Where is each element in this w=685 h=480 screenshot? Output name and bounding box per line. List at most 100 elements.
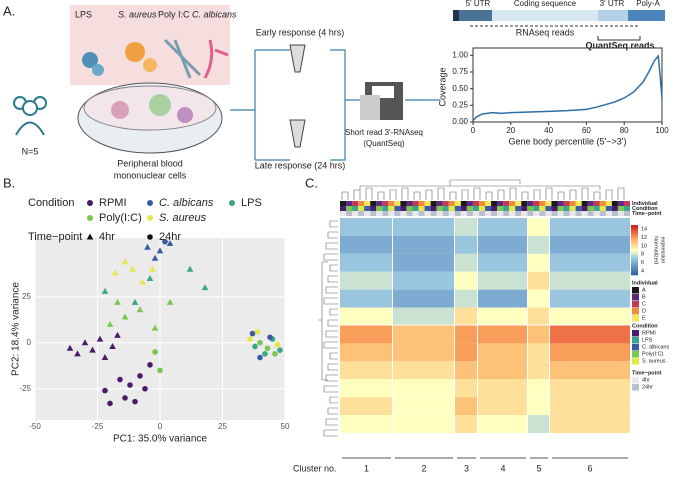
annotation-cell bbox=[400, 206, 407, 211]
annotation-cell bbox=[551, 206, 558, 211]
colorbar-step bbox=[631, 247, 638, 250]
dendrogram bbox=[569, 189, 577, 200]
heatmap-cell bbox=[478, 361, 527, 380]
legend-swatch bbox=[147, 200, 153, 206]
annotation-cell bbox=[623, 206, 630, 211]
annotation-cell bbox=[454, 201, 461, 206]
heatmap-cell bbox=[550, 307, 630, 325]
annotation-cell bbox=[472, 211, 479, 216]
annotation-cell bbox=[569, 201, 576, 206]
annotation-cell bbox=[611, 201, 618, 206]
annotation-cell bbox=[358, 206, 365, 211]
annotation-cell bbox=[497, 211, 504, 216]
x-tick-label: 20 bbox=[506, 126, 515, 135]
annotation-cell bbox=[599, 206, 606, 211]
panel-label: C. bbox=[305, 175, 318, 190]
legend-swatch bbox=[632, 384, 639, 391]
annotation-cell bbox=[376, 206, 383, 211]
point bbox=[151, 324, 159, 331]
point bbox=[262, 351, 268, 357]
legend-swatch bbox=[632, 351, 639, 358]
y-tick-label: 1.00 bbox=[452, 50, 468, 59]
annotation-cell bbox=[346, 201, 353, 206]
legend-swatch bbox=[632, 294, 639, 301]
annotation-cell bbox=[400, 211, 407, 216]
annotation-cell bbox=[539, 211, 546, 216]
annotation-cell bbox=[394, 206, 401, 211]
heatmap-cell bbox=[528, 361, 549, 380]
annotation-cell bbox=[382, 201, 389, 206]
annotation-cell bbox=[581, 211, 588, 216]
legend-label: Poly(I:C) bbox=[99, 212, 142, 224]
annotation-cell bbox=[454, 206, 461, 211]
heatmap-cell bbox=[478, 253, 527, 272]
sequencing-label: Short read 3'-RNAseq bbox=[345, 128, 423, 137]
annotation-cell bbox=[382, 206, 389, 211]
x-tick-label: 40 bbox=[544, 126, 553, 135]
legend-swatch bbox=[86, 233, 94, 240]
colorbar-tick: 8 bbox=[641, 252, 644, 258]
colorbar-step bbox=[631, 253, 638, 256]
dendrogram bbox=[341, 191, 349, 200]
heatmap-cell bbox=[550, 271, 630, 290]
point bbox=[257, 339, 263, 346]
annotation-cell bbox=[430, 211, 437, 216]
annotation-cell bbox=[394, 201, 401, 206]
legend-label: RPMI bbox=[642, 330, 656, 336]
x-axis-label: PC1: 35.0% variance bbox=[113, 434, 207, 445]
dendrogram bbox=[323, 429, 338, 437]
annotation-cell bbox=[460, 211, 467, 216]
heatmap-cell bbox=[455, 271, 477, 290]
cluster-label: 1 bbox=[364, 463, 369, 473]
heatmap-cell bbox=[393, 397, 454, 416]
annotation-cell bbox=[563, 206, 570, 211]
dendrogram bbox=[377, 191, 385, 200]
heatmap-cell bbox=[340, 271, 392, 290]
heatmap-cell bbox=[340, 415, 392, 433]
dendrogram bbox=[329, 264, 338, 272]
annotation-cell bbox=[557, 211, 564, 216]
point bbox=[109, 342, 116, 349]
heatmap-cell bbox=[340, 218, 392, 236]
y-tick-label: 0 bbox=[27, 338, 32, 347]
stimulus: C. albicans bbox=[192, 9, 237, 19]
annotation-cell bbox=[521, 206, 528, 211]
heatmap-cell bbox=[550, 361, 630, 380]
heatmap-cell bbox=[528, 218, 549, 236]
annotation-cell bbox=[545, 201, 552, 206]
legend-label: D bbox=[642, 308, 646, 314]
heatmap-cell bbox=[550, 253, 630, 272]
dendrogram bbox=[581, 187, 589, 200]
annotation-cell bbox=[497, 206, 504, 211]
point bbox=[107, 400, 113, 407]
point bbox=[122, 395, 128, 401]
pbmc-label: mononuclear cells bbox=[114, 170, 187, 180]
heatmap-cell bbox=[528, 325, 549, 344]
point bbox=[127, 382, 133, 388]
legend-title: Condition bbox=[28, 197, 74, 209]
annotation-cell bbox=[430, 206, 437, 211]
gene-label: 3' UTR bbox=[600, 0, 625, 8]
dendrogram bbox=[449, 191, 457, 200]
annotation-cell bbox=[394, 211, 401, 216]
annotation-cell bbox=[460, 206, 467, 211]
colorbar-step bbox=[631, 233, 638, 236]
annotation-cell bbox=[623, 211, 630, 216]
heatmap-cell bbox=[340, 289, 392, 308]
point bbox=[101, 353, 109, 360]
legend-label: E bbox=[642, 315, 646, 321]
annotation-cell bbox=[370, 211, 377, 216]
colorbar-step bbox=[631, 271, 638, 274]
annotation-cell bbox=[406, 201, 413, 206]
colorbar-step bbox=[631, 235, 638, 238]
annotation-cell bbox=[478, 211, 485, 216]
annotation-cell bbox=[454, 211, 461, 216]
annotation-title: Time−point bbox=[632, 211, 662, 217]
dendrogram bbox=[325, 330, 338, 338]
dendrogram bbox=[323, 297, 338, 305]
colorbar-step bbox=[631, 225, 638, 228]
colorbar-step bbox=[631, 257, 638, 260]
annotation-cell bbox=[424, 206, 431, 211]
schematic bbox=[13, 5, 440, 161]
heatmap-cell bbox=[455, 379, 477, 398]
